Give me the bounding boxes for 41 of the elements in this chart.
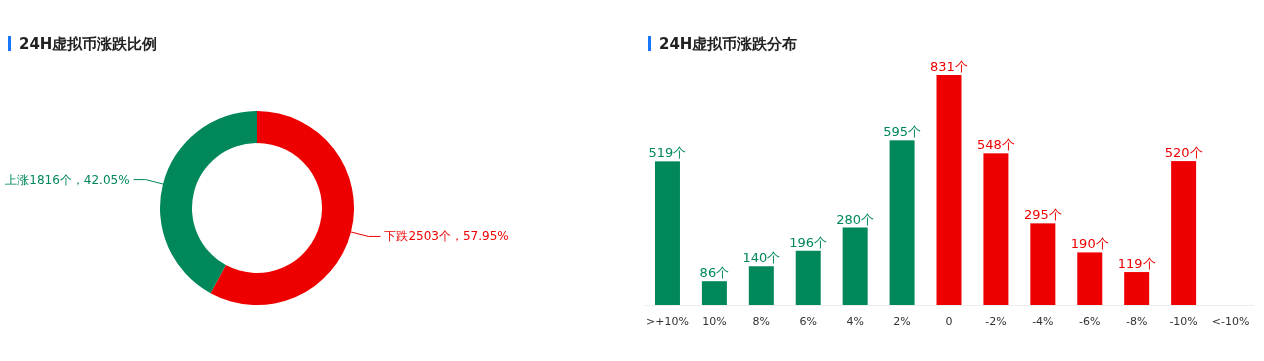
data-label: 119个 [1117,256,1156,272]
chart-title: 24H虚拟币涨跌比例 [19,35,158,53]
bar [1077,252,1103,305]
data-label: 831个 [930,59,968,74]
slice-label: 上涨1816个，42.05% [5,172,130,187]
slice-label: 下跌2503个，57.95% [384,229,509,244]
data-label: 140个 [742,250,781,266]
x-tick-label: 6% [799,315,817,328]
x-tick-label: 0 [945,315,953,328]
bar [1171,161,1197,305]
bar [983,153,1009,305]
data-label: 548个 [977,137,1015,153]
x-tick-label: -4% [1032,315,1054,328]
x-tick-label: <-10% [1211,315,1250,328]
chart-title: 24H虚拟币涨跌分布 [659,35,798,53]
x-tick-label: -6% [1079,315,1101,328]
bar [1030,223,1056,305]
data-label: 519个 [648,145,687,161]
x-tick-label: -2% [985,315,1007,328]
data-label: 190个 [1070,236,1109,252]
x-tick-label: >+10% [646,315,689,328]
bar [654,161,680,305]
x-tick-label: 4% [846,315,864,328]
bar [795,250,821,305]
x-tick-label: 8% [752,315,771,328]
data-label: 196个 [789,234,828,250]
bar [936,75,962,305]
x-tick-label: 2% [893,315,911,328]
bar [701,281,727,305]
bar [1124,272,1150,305]
data-label: 86个 [699,265,730,281]
x-tick-label: 10% [702,315,727,328]
data-label: 295个 [1023,207,1062,223]
x-tick-label: -10% [1169,315,1198,328]
data-label: 520个 [1164,145,1203,161]
data-label: 595个 [883,124,921,140]
x-tick-label: -8% [1125,315,1148,328]
data-label: 280个 [836,211,875,227]
bar [889,140,915,305]
bar [842,227,868,305]
bar [748,266,774,305]
